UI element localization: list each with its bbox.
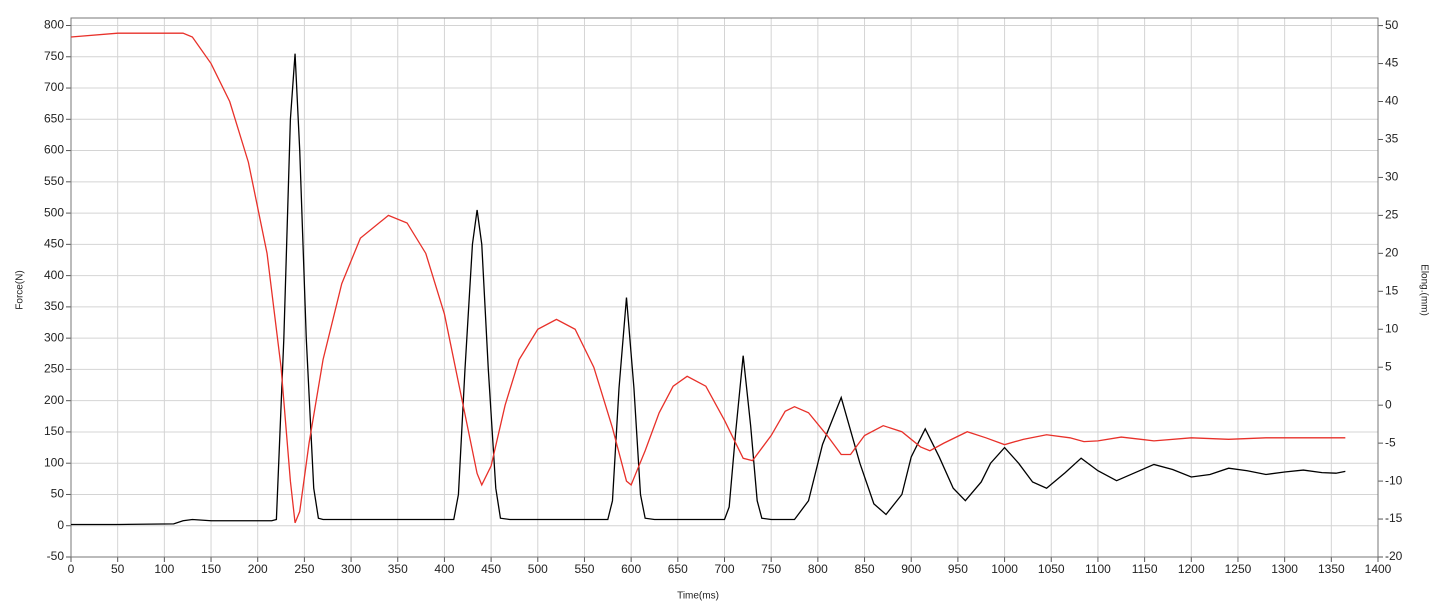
x-tick-label: 1350 xyxy=(1318,562,1345,576)
x-tick-label: 300 xyxy=(341,562,361,576)
x-tick-label: 650 xyxy=(668,562,688,576)
y2-tick-label: 35 xyxy=(1385,132,1399,146)
y2-tick-label: -5 xyxy=(1385,435,1396,449)
y-tick-label: 550 xyxy=(44,174,64,188)
y2-tick-label: 10 xyxy=(1385,321,1399,335)
x-tick-label: 600 xyxy=(621,562,641,576)
x-tick-label: 750 xyxy=(761,562,781,576)
x-tick-label: 0 xyxy=(68,562,75,576)
y-tick-label: 450 xyxy=(44,237,64,251)
y-tick-label: 350 xyxy=(44,299,64,313)
x-tick-label: 1150 xyxy=(1132,562,1158,576)
y-tick-label: 0 xyxy=(57,518,64,532)
x-tick-label: 850 xyxy=(855,562,875,576)
y-tick-label: 400 xyxy=(44,268,64,282)
x-tick-label: 1400 xyxy=(1365,562,1392,576)
y-tick-label: 650 xyxy=(44,111,64,125)
y-tick-label: 200 xyxy=(44,393,64,407)
y-tick-label: 700 xyxy=(44,80,64,94)
x-axis-label: Time(ms) xyxy=(677,591,719,602)
x-tick-label: 150 xyxy=(201,562,221,576)
y-tick-label: 300 xyxy=(44,330,64,344)
y2-axis-label: Elong.(mm) xyxy=(1418,264,1429,316)
x-tick-label: 1250 xyxy=(1225,562,1252,576)
y2-tick-label: -15 xyxy=(1385,511,1403,525)
x-tick-label: 250 xyxy=(294,562,314,576)
y2-tick-label: 15 xyxy=(1385,283,1399,297)
y2-tick-label: 0 xyxy=(1385,397,1392,411)
x-tick-label: 450 xyxy=(481,562,501,576)
x-tick-label: 700 xyxy=(714,562,734,576)
x-tick-label: 1000 xyxy=(991,562,1018,576)
y2-tick-label: 5 xyxy=(1385,359,1392,373)
data-line xyxy=(70,32,1346,524)
x-tick-label: 50 xyxy=(111,562,125,576)
y-axis-label: Force(N) xyxy=(15,270,26,309)
x-tick-label: 200 xyxy=(248,562,268,576)
y-tick-label: 600 xyxy=(44,143,64,157)
x-tick-label: 950 xyxy=(948,562,968,576)
y2-tick-label: 50 xyxy=(1385,18,1399,32)
x-tick-label: 100 xyxy=(154,562,174,576)
x-tick-label: 350 xyxy=(388,562,408,576)
y2-tick-label: 30 xyxy=(1385,170,1399,184)
y2-tick-label: 40 xyxy=(1385,94,1399,108)
x-tick-label: 400 xyxy=(434,562,454,576)
x-tick-label: 1050 xyxy=(1038,562,1065,576)
y-tick-label: 250 xyxy=(44,362,64,376)
data-line xyxy=(71,53,1346,526)
y-tick-label: -50 xyxy=(47,549,65,563)
y2-tick-label: 45 xyxy=(1385,56,1399,70)
y-tick-label: 100 xyxy=(44,455,64,469)
y2-tick-label: 25 xyxy=(1385,208,1399,222)
y-tick-label: 750 xyxy=(44,49,64,63)
y2-tick-label: -20 xyxy=(1385,549,1403,563)
y-tick-label: 150 xyxy=(44,424,64,438)
y2-tick-label: -10 xyxy=(1385,473,1403,487)
x-tick-label: 900 xyxy=(901,562,921,576)
x-tick-label: 1100 xyxy=(1085,562,1111,576)
y-tick-label: 800 xyxy=(44,18,64,32)
y2-tick-label: 20 xyxy=(1385,246,1399,260)
x-tick-label: 1300 xyxy=(1271,562,1298,576)
x-tick-label: 550 xyxy=(574,562,594,576)
x-tick-label: 1200 xyxy=(1178,562,1205,576)
y-tick-label: 50 xyxy=(51,487,65,501)
x-tick-label: 500 xyxy=(528,562,548,576)
plot-frame xyxy=(70,17,1379,558)
x-tick-label: 800 xyxy=(808,562,828,576)
y-tick-label: 500 xyxy=(44,205,64,219)
